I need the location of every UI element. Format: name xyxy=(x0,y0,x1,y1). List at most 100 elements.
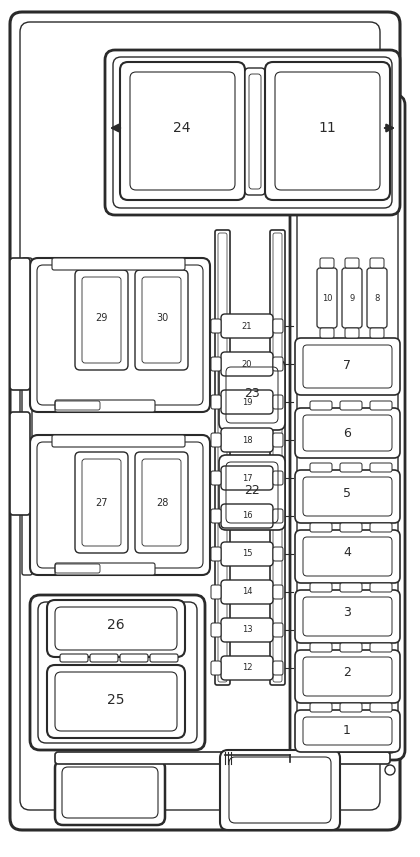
FancyBboxPatch shape xyxy=(211,471,221,485)
FancyBboxPatch shape xyxy=(47,665,185,738)
FancyBboxPatch shape xyxy=(273,319,283,333)
FancyBboxPatch shape xyxy=(90,654,118,662)
FancyBboxPatch shape xyxy=(211,319,221,333)
FancyBboxPatch shape xyxy=(30,595,205,750)
FancyBboxPatch shape xyxy=(211,509,221,523)
FancyBboxPatch shape xyxy=(310,523,332,532)
FancyBboxPatch shape xyxy=(342,268,362,328)
Text: 29: 29 xyxy=(95,313,107,323)
Text: 30: 30 xyxy=(156,313,168,323)
FancyBboxPatch shape xyxy=(221,466,273,490)
FancyBboxPatch shape xyxy=(345,258,359,268)
FancyBboxPatch shape xyxy=(370,258,384,268)
Text: 8: 8 xyxy=(374,293,380,303)
FancyBboxPatch shape xyxy=(370,703,392,712)
FancyBboxPatch shape xyxy=(273,585,283,599)
Text: 6: 6 xyxy=(343,427,351,440)
Text: 10: 10 xyxy=(322,293,332,303)
Text: 9: 9 xyxy=(349,293,354,303)
FancyBboxPatch shape xyxy=(340,643,362,652)
FancyBboxPatch shape xyxy=(22,258,32,575)
FancyBboxPatch shape xyxy=(270,230,285,685)
FancyBboxPatch shape xyxy=(120,62,245,200)
FancyBboxPatch shape xyxy=(221,390,273,414)
FancyBboxPatch shape xyxy=(150,654,178,662)
Circle shape xyxy=(385,765,395,775)
FancyBboxPatch shape xyxy=(211,661,221,675)
Text: 28: 28 xyxy=(156,498,168,508)
Text: 5: 5 xyxy=(343,487,351,500)
FancyBboxPatch shape xyxy=(221,618,273,642)
Text: 13: 13 xyxy=(241,626,252,634)
FancyBboxPatch shape xyxy=(273,433,283,447)
Text: 23: 23 xyxy=(244,387,260,399)
FancyBboxPatch shape xyxy=(221,352,273,376)
FancyBboxPatch shape xyxy=(340,401,362,410)
FancyBboxPatch shape xyxy=(10,412,30,515)
FancyBboxPatch shape xyxy=(52,258,185,270)
FancyBboxPatch shape xyxy=(221,314,273,338)
FancyBboxPatch shape xyxy=(317,268,337,328)
Text: 18: 18 xyxy=(241,435,252,445)
Text: 1: 1 xyxy=(343,723,351,736)
FancyBboxPatch shape xyxy=(273,471,283,485)
FancyBboxPatch shape xyxy=(295,408,400,458)
FancyBboxPatch shape xyxy=(295,338,400,395)
Text: 3: 3 xyxy=(343,607,351,620)
FancyBboxPatch shape xyxy=(225,752,390,764)
FancyBboxPatch shape xyxy=(211,585,221,599)
FancyBboxPatch shape xyxy=(310,463,332,472)
FancyBboxPatch shape xyxy=(265,62,390,200)
FancyBboxPatch shape xyxy=(370,583,392,592)
FancyBboxPatch shape xyxy=(370,328,384,338)
FancyBboxPatch shape xyxy=(370,643,392,652)
FancyBboxPatch shape xyxy=(370,401,392,410)
FancyBboxPatch shape xyxy=(215,230,230,685)
Text: 2: 2 xyxy=(343,667,351,680)
FancyBboxPatch shape xyxy=(211,357,221,371)
FancyBboxPatch shape xyxy=(273,357,283,371)
FancyBboxPatch shape xyxy=(295,650,400,703)
FancyBboxPatch shape xyxy=(367,268,387,328)
FancyBboxPatch shape xyxy=(273,547,283,561)
Text: 27: 27 xyxy=(95,498,107,508)
FancyBboxPatch shape xyxy=(55,752,225,764)
FancyBboxPatch shape xyxy=(75,452,128,553)
Text: 17: 17 xyxy=(241,474,252,482)
FancyBboxPatch shape xyxy=(370,463,392,472)
FancyBboxPatch shape xyxy=(47,600,185,657)
FancyBboxPatch shape xyxy=(273,509,283,523)
FancyBboxPatch shape xyxy=(10,258,30,390)
FancyBboxPatch shape xyxy=(10,12,400,830)
Text: 25: 25 xyxy=(107,693,125,707)
FancyBboxPatch shape xyxy=(211,433,221,447)
FancyBboxPatch shape xyxy=(310,401,332,410)
FancyBboxPatch shape xyxy=(340,583,362,592)
FancyBboxPatch shape xyxy=(135,270,188,370)
Text: 19: 19 xyxy=(242,398,252,406)
FancyBboxPatch shape xyxy=(340,523,362,532)
FancyBboxPatch shape xyxy=(221,428,273,452)
FancyBboxPatch shape xyxy=(320,328,334,338)
Text: 15: 15 xyxy=(242,549,252,559)
FancyBboxPatch shape xyxy=(219,455,285,530)
FancyBboxPatch shape xyxy=(245,68,265,195)
FancyBboxPatch shape xyxy=(120,654,148,662)
FancyBboxPatch shape xyxy=(295,470,400,523)
FancyBboxPatch shape xyxy=(60,654,88,662)
FancyBboxPatch shape xyxy=(211,395,221,409)
Text: 11: 11 xyxy=(318,121,336,135)
FancyBboxPatch shape xyxy=(295,530,400,583)
Text: 16: 16 xyxy=(241,512,252,520)
Text: 12: 12 xyxy=(242,663,252,673)
FancyBboxPatch shape xyxy=(55,563,155,575)
Text: 22: 22 xyxy=(244,483,260,496)
FancyBboxPatch shape xyxy=(340,463,362,472)
FancyBboxPatch shape xyxy=(220,750,340,830)
FancyBboxPatch shape xyxy=(273,395,283,409)
FancyBboxPatch shape xyxy=(30,435,210,575)
FancyBboxPatch shape xyxy=(211,547,221,561)
FancyBboxPatch shape xyxy=(52,435,185,447)
FancyBboxPatch shape xyxy=(295,710,400,752)
Text: 7: 7 xyxy=(343,358,351,371)
